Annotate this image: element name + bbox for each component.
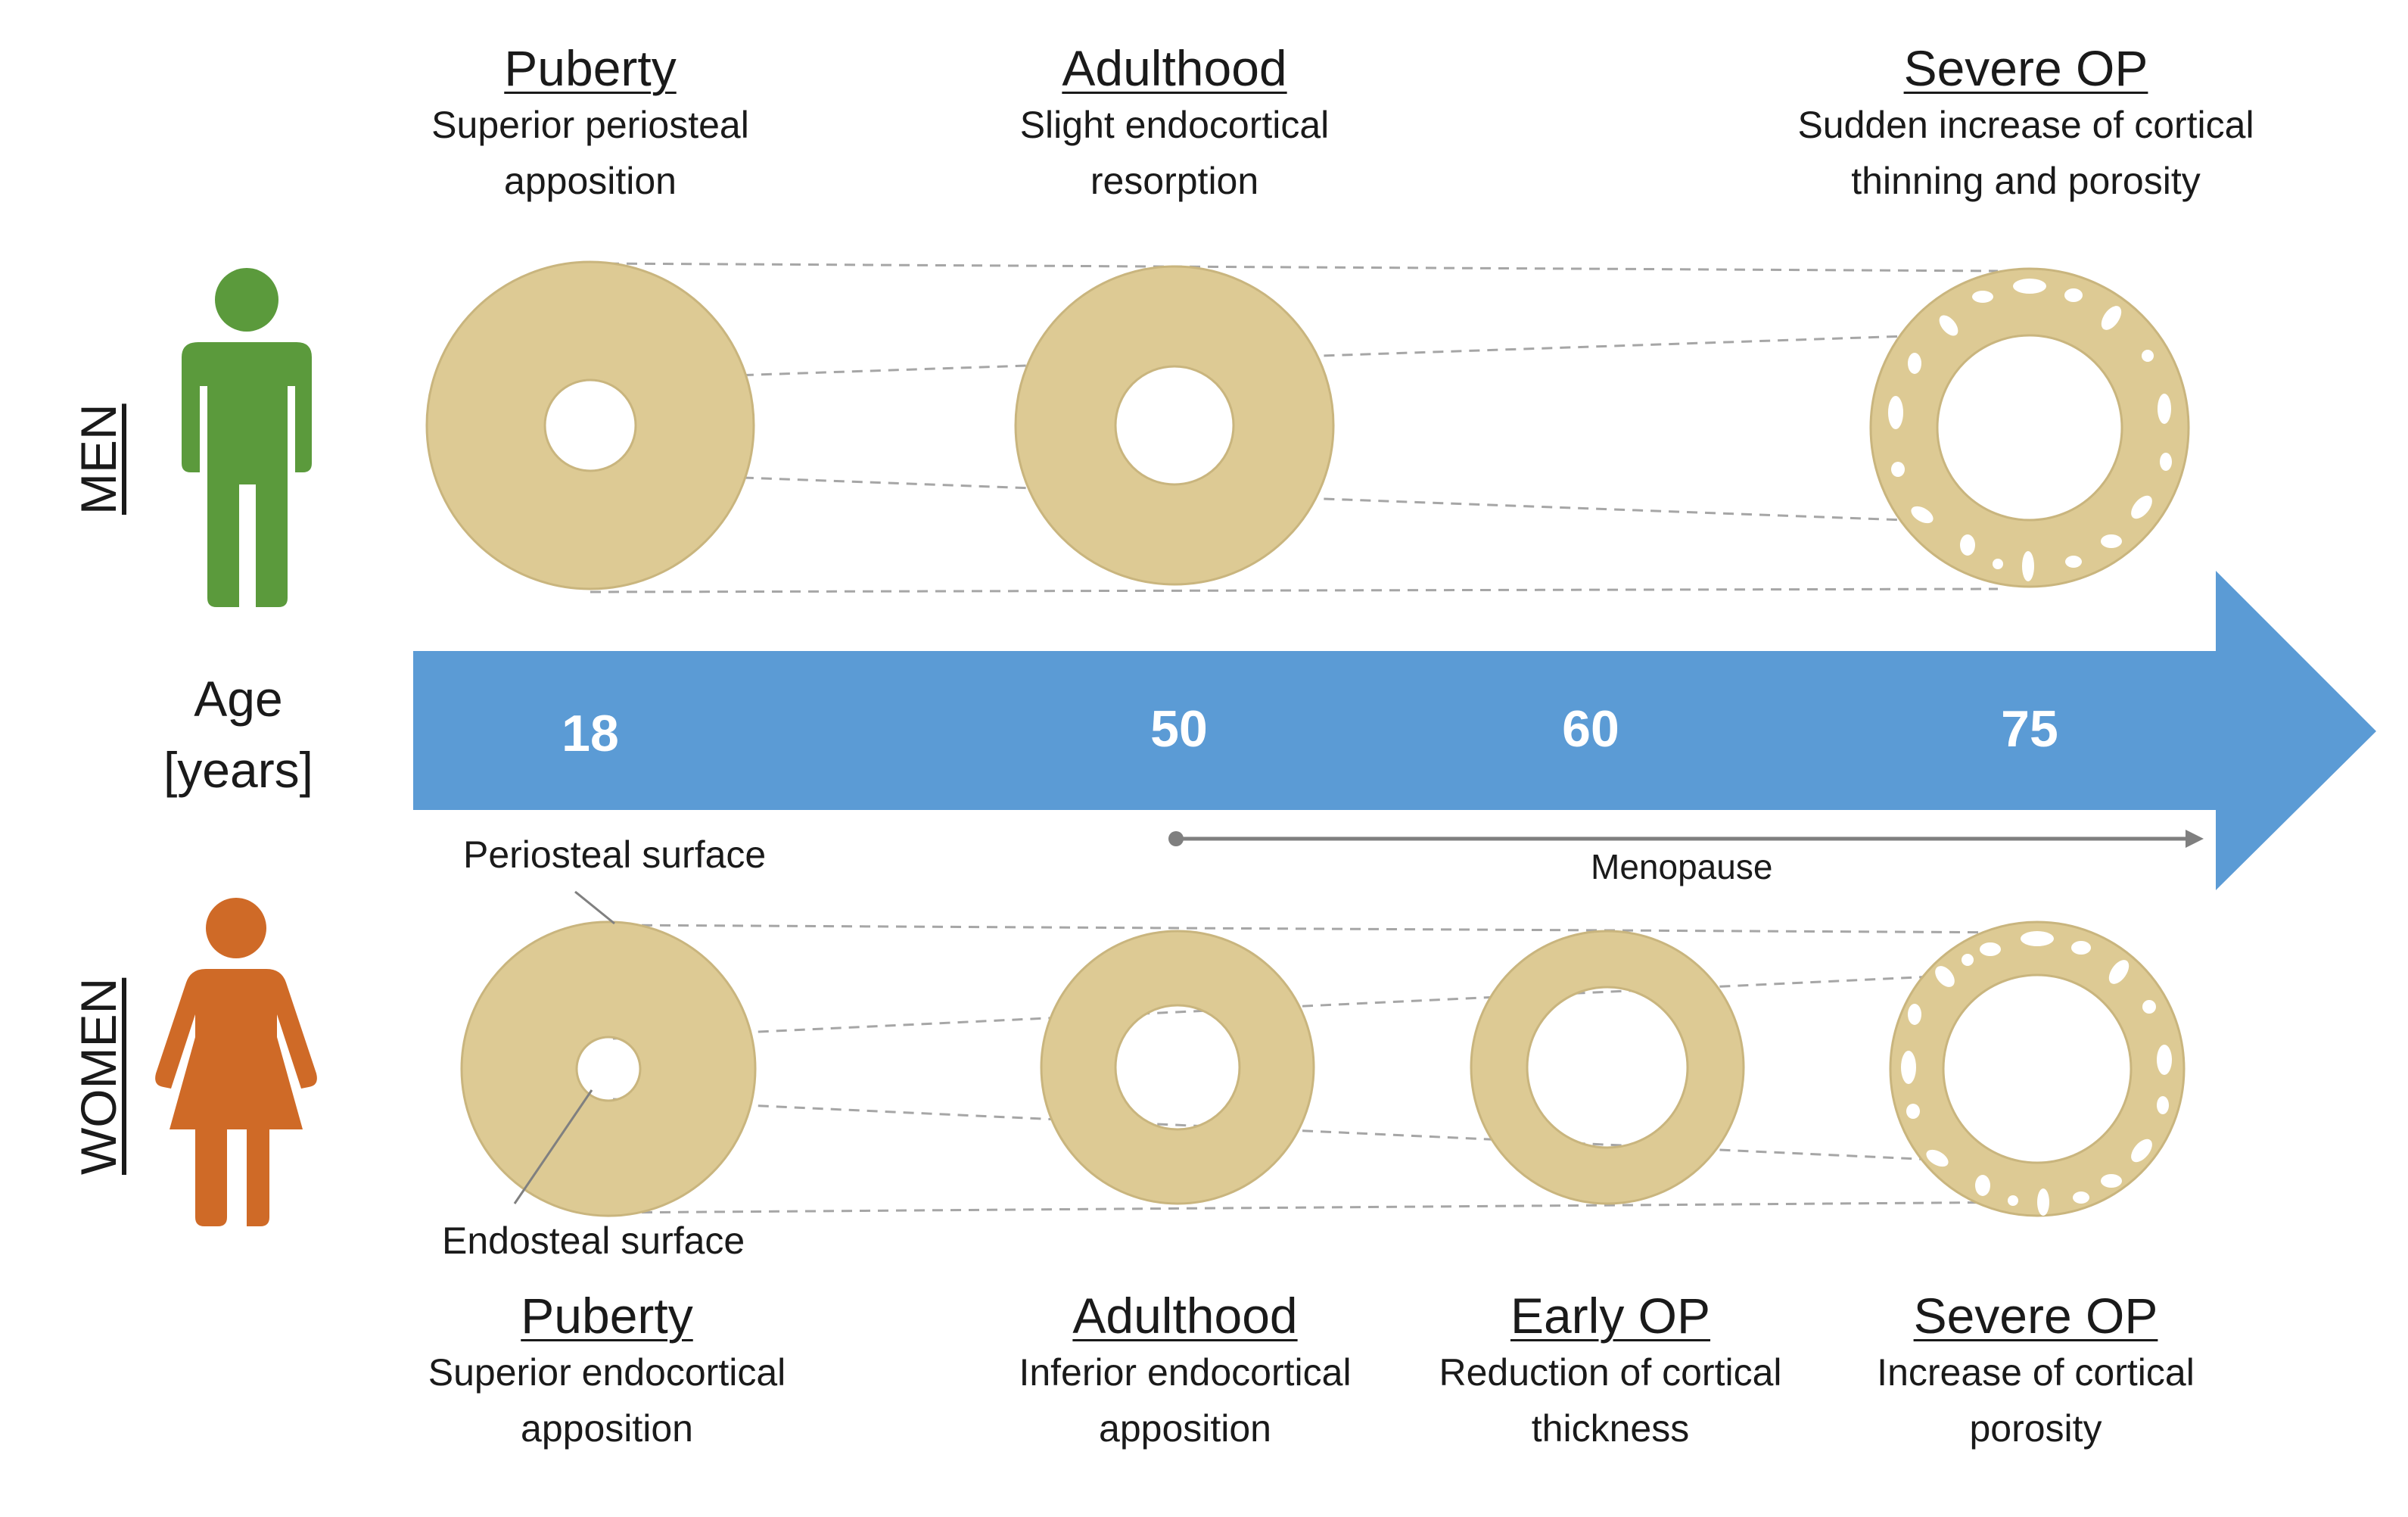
female-person-icon [155, 898, 317, 1226]
women-severe-op-bone [1889, 920, 2186, 1217]
women-adulthood-bone [1040, 930, 1315, 1205]
age-tick-18: 18 [562, 705, 619, 762]
age-axis-label-line1: Age [194, 671, 283, 727]
women-stage-desc-line2: thickness [1531, 1407, 1690, 1450]
men-stage-desc-line2: thinning and porosity [1851, 160, 2201, 202]
men-severe-op-bone [1869, 267, 2190, 588]
women-stage-title: Puberty [521, 1288, 693, 1344]
women-stage-title: Early OP [1510, 1288, 1711, 1344]
men-stage-puberty: Puberty Superior periosteal apposition [363, 39, 817, 209]
age-tick-75: 75 [2001, 700, 2058, 758]
women-severe-op-pores [1901, 931, 2172, 1216]
men-stage-severe-op: Severe OP Sudden increase of cortical th… [1712, 39, 2340, 209]
women-puberty-bone [460, 920, 757, 1217]
age-axis-label: Age [years] [136, 663, 341, 805]
men-stage-title: Adulthood [1062, 40, 1287, 96]
age-tick-60: 60 [1562, 700, 1619, 758]
women-stage-desc-line1: Inferior endocortical [1019, 1351, 1352, 1394]
women-guide-lines [605, 924, 2036, 1214]
women-stage-desc-line2: porosity [1969, 1407, 2102, 1450]
women-stage-title: Adulthood [1072, 1288, 1298, 1344]
men-stage-title: Puberty [504, 40, 677, 96]
women-stage-desc-line1: Increase of cortical [1877, 1351, 2195, 1394]
women-stage-adulthood: Adulthood Inferior endocortical appositi… [966, 1287, 1405, 1456]
menopause-range-line [1168, 830, 2204, 848]
men-stage-title: Severe OP [1903, 40, 2148, 96]
endosteal-pointer [513, 1089, 593, 1204]
endosteal-surface-label: Endosteal surface [442, 1220, 745, 1262]
men-adulthood-bone [1014, 265, 1335, 586]
women-stage-desc-line2: apposition [521, 1407, 693, 1450]
age-tick-50: 50 [1150, 700, 1208, 758]
women-stage-severe-op: Severe OP Increase of cortical porosity [1839, 1287, 2232, 1456]
women-stage-puberty: Puberty Superior endocortical apposition [372, 1287, 842, 1456]
men-stage-desc-line1: Superior periosteal [431, 104, 749, 146]
periosteal-surface-label: Periosteal surface [463, 833, 767, 876]
men-stage-desc-line2: apposition [504, 160, 677, 202]
age-arrow [413, 571, 2376, 890]
women-stage-desc-line2: apposition [1099, 1407, 1271, 1450]
men-stage-desc-line2: resorption [1090, 160, 1259, 202]
women-early-op-bone [1470, 930, 1745, 1205]
menopause-label: Menopause [1591, 847, 1773, 886]
women-label: WOMEN [70, 977, 126, 1175]
men-stage-adulthood: Adulthood Slight endocortical resorption [947, 39, 1402, 209]
male-person-icon [182, 268, 312, 607]
men-stage-desc-line1: Sudden increase of cortical [1797, 104, 2254, 146]
age-axis-label-line2: [years] [163, 742, 314, 798]
men-puberty-bone [425, 260, 755, 590]
men-severe-op-pores [1888, 279, 2172, 581]
women-stage-desc-line1: Superior endocortical [428, 1351, 786, 1394]
women-stage-desc-line1: Reduction of cortical [1439, 1351, 1782, 1394]
men-label: MEN [70, 403, 126, 515]
women-stage-title: Severe OP [1913, 1288, 2158, 1344]
men-stage-desc-line1: Slight endocortical [1019, 104, 1330, 146]
women-stage-early-op: Early OP Reduction of cortical thickness [1406, 1287, 1815, 1456]
periosteal-pointer [574, 890, 615, 925]
